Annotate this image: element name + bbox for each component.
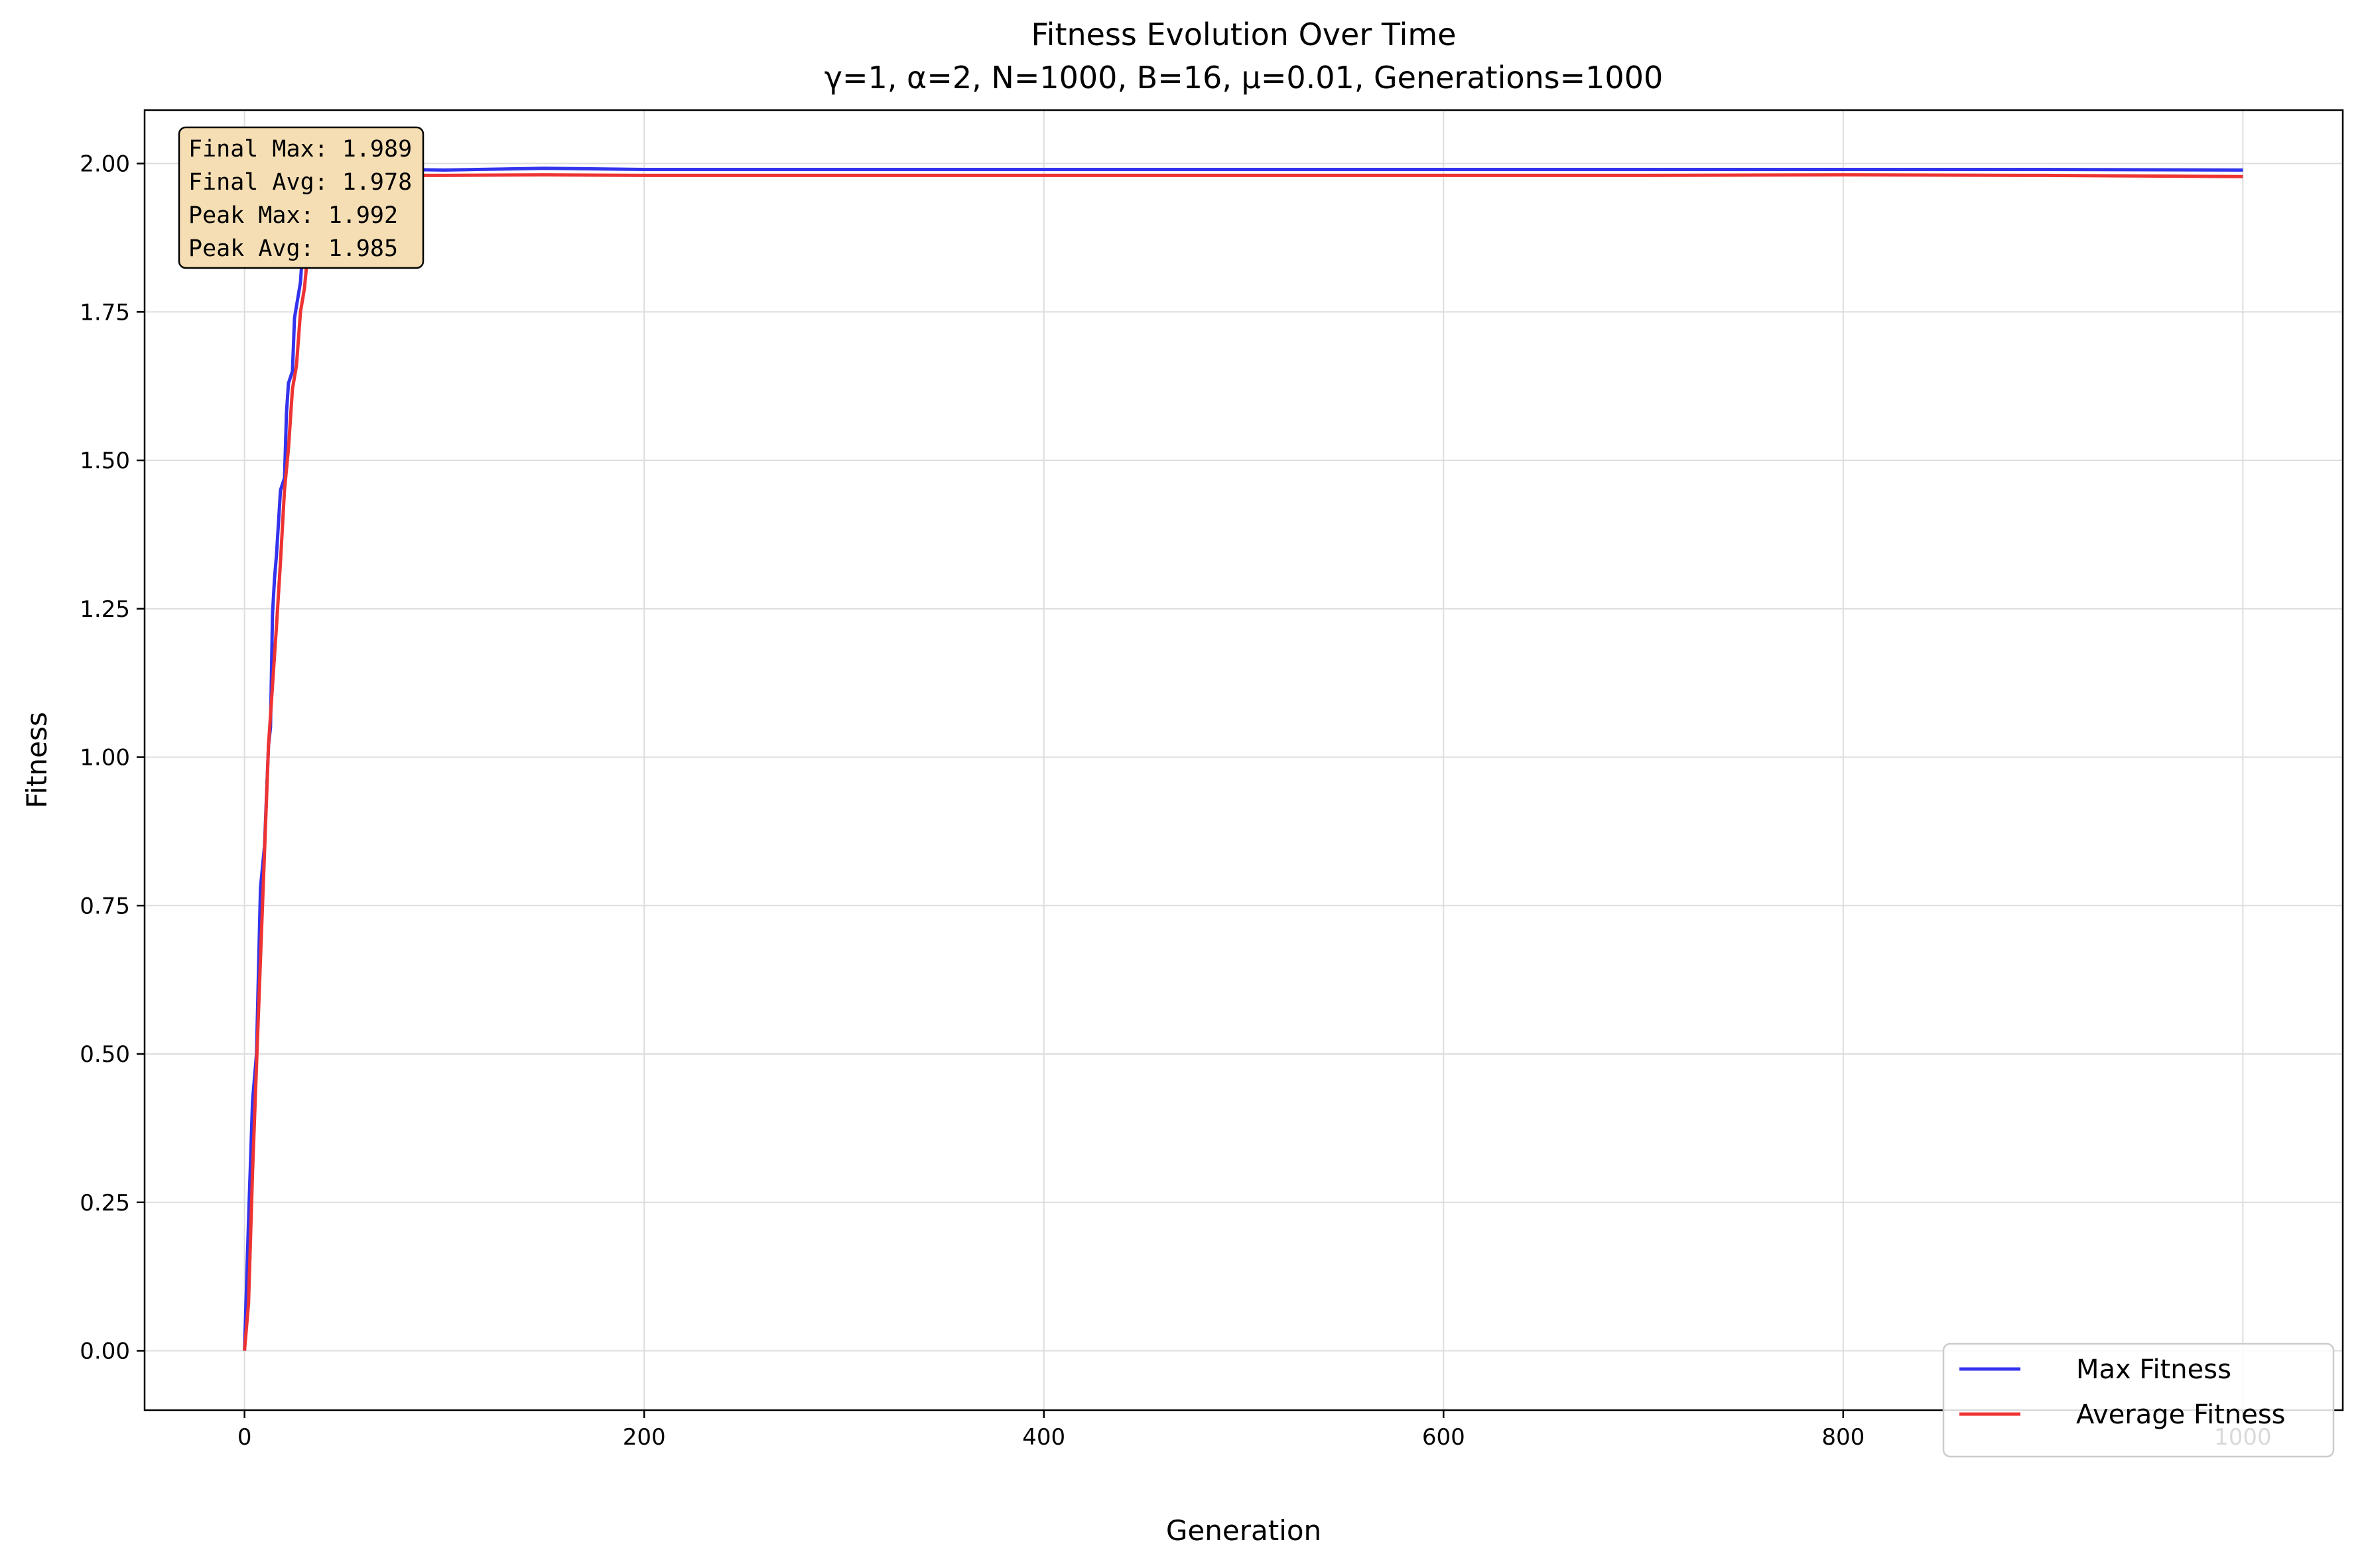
legend-box xyxy=(1942,1342,2335,1458)
series-lines xyxy=(243,166,2243,1351)
plot-frame xyxy=(143,109,2344,1411)
x-tick-label: 0 xyxy=(237,1424,252,1451)
stats-box xyxy=(178,126,425,269)
y-tick-label: 0.75 xyxy=(80,893,130,919)
chart-subtitle: γ=1, α=2, N=1000, B=16, μ=0.01, Generati… xyxy=(824,60,1663,96)
stats-annotation: Final Max: 1.989 Final Avg: 1.978 Peak M… xyxy=(178,126,425,269)
axis-ticks: 020040060080010000.000.250.500.751.001.2… xyxy=(80,151,2271,1451)
x-tick-label: 200 xyxy=(623,1424,666,1451)
average-fitness-line xyxy=(243,173,2243,1351)
y-axis-label: Fitness xyxy=(21,712,53,808)
y-tick-label: 1.00 xyxy=(80,745,130,771)
stat-peak-avg: Peak Avg: 1.985 xyxy=(188,235,398,262)
y-tick-label: 0.25 xyxy=(80,1190,130,1216)
stat-final-max: Final Max: 1.989 xyxy=(188,136,412,163)
x-axis-label: Generation xyxy=(1166,1514,1321,1547)
legend: Max Fitness Average Fitness xyxy=(1942,1342,2335,1458)
y-tick-label: 0.50 xyxy=(80,1041,130,1068)
stat-peak-max: Peak Max: 1.992 xyxy=(188,202,398,229)
y-tick-label: 1.75 xyxy=(80,299,130,326)
grid xyxy=(145,110,2343,1410)
stat-final-avg: Final Avg: 1.978 xyxy=(188,169,412,196)
x-tick-label: 800 xyxy=(1821,1424,1865,1451)
y-tick-label: 1.25 xyxy=(80,596,130,623)
legend-label-max: Max Fitness xyxy=(2076,1354,2231,1385)
x-tick-label: 600 xyxy=(1422,1424,1465,1451)
max-fitness-line xyxy=(243,166,2243,1351)
y-tick-label: 0.00 xyxy=(80,1339,130,1365)
x-tick-label: 400 xyxy=(1022,1424,1065,1451)
y-tick-label: 1.50 xyxy=(80,448,130,474)
legend-label-avg: Average Fitness xyxy=(2076,1400,2286,1430)
y-tick-label: 2.00 xyxy=(80,151,130,178)
chart-title: Fitness Evolution Over Time xyxy=(1031,17,1457,52)
